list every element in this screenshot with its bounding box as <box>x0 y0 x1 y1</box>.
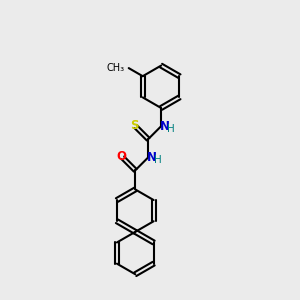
Text: H: H <box>167 124 174 134</box>
Text: O: O <box>116 150 126 164</box>
Text: N: N <box>147 151 157 164</box>
Text: S: S <box>130 119 139 132</box>
Text: CH₃: CH₃ <box>106 63 124 73</box>
Text: H: H <box>154 155 161 165</box>
Text: N: N <box>160 120 170 133</box>
